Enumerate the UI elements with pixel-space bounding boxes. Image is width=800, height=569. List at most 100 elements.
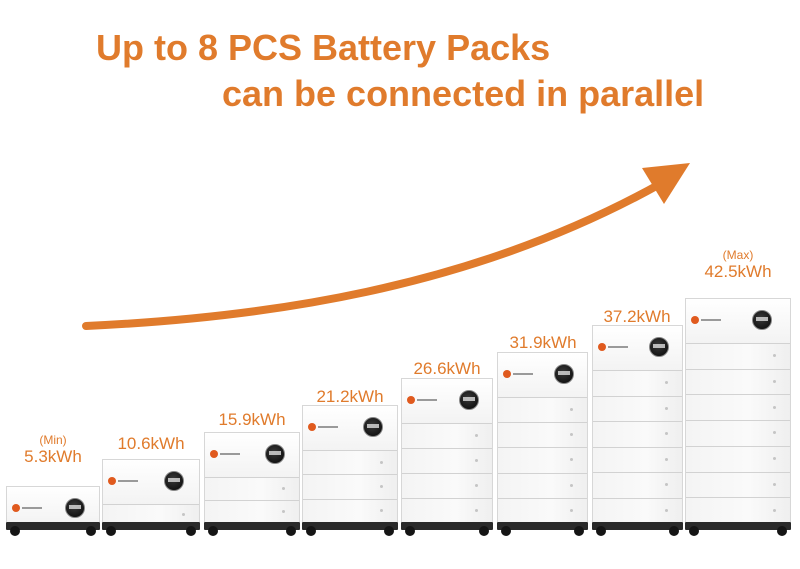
- battery-pack-module: [498, 397, 587, 424]
- handle-dot: [665, 432, 668, 436]
- battery-pack-module: [593, 497, 682, 524]
- handle-dot: [773, 354, 776, 358]
- battery-cabinet: [497, 352, 588, 524]
- battery-pack-module: [686, 445, 790, 473]
- wheeled-base: [685, 522, 791, 530]
- handle-dot: [475, 459, 478, 462]
- unit-caption: 26.6kWh: [387, 359, 507, 379]
- handle-dot: [475, 484, 478, 487]
- brand-logo-icon: [691, 316, 721, 324]
- caster-wheel: [574, 526, 584, 536]
- control-module: [205, 433, 299, 478]
- unit-caption: 10.6kWh: [91, 434, 211, 454]
- handle-dot: [665, 508, 668, 512]
- handle-dot: [773, 457, 776, 461]
- caster-wheel: [186, 526, 196, 536]
- brand-logo-icon: [308, 423, 338, 431]
- battery-tower: [497, 352, 588, 536]
- battery-cabinet: [302, 405, 398, 524]
- capacity-value: 5.3kWh: [24, 447, 82, 466]
- control-module: [498, 353, 587, 398]
- control-module: [686, 299, 790, 344]
- handle-dot: [773, 482, 776, 486]
- handle-dot: [773, 405, 776, 409]
- lcd-display-icon: [362, 417, 383, 437]
- handle-dot: [570, 408, 573, 412]
- battery-pack-module: [402, 448, 492, 474]
- capacity-value: 15.9kWh: [218, 410, 286, 429]
- caster-wheel: [306, 526, 316, 536]
- battery-pack-module: [498, 422, 587, 449]
- battery-pack-module: [402, 498, 492, 524]
- battery-pack-module: [686, 394, 790, 422]
- handle-dot: [773, 379, 776, 383]
- battery-tower: [685, 298, 791, 536]
- wheeled-base: [6, 522, 100, 530]
- handle-dot: [380, 460, 383, 464]
- wheeled-base: [592, 522, 683, 530]
- caster-wheel: [501, 526, 511, 536]
- battery-pack-module: [303, 498, 397, 524]
- battery-tower: [592, 325, 683, 536]
- caster-wheel: [777, 526, 787, 536]
- brand-logo-icon: [108, 477, 138, 485]
- battery-pack-module: [593, 370, 682, 397]
- battery-tower: [102, 459, 200, 536]
- control-module: [593, 326, 682, 371]
- battery-pack-module: [593, 395, 682, 422]
- capacity-value: 10.6kWh: [117, 434, 185, 453]
- handle-dot: [570, 458, 573, 462]
- battery-pack-module: [593, 472, 682, 499]
- unit-caption: 15.9kWh: [192, 410, 312, 430]
- control-module: [103, 460, 199, 505]
- battery-pack-module: [686, 343, 790, 370]
- battery-pack-module: [686, 420, 790, 447]
- handle-dot: [475, 434, 478, 437]
- handle-dot: [570, 433, 573, 437]
- brand-logo-icon: [12, 504, 42, 512]
- caster-wheel: [208, 526, 218, 536]
- brand-logo-icon: [503, 370, 533, 378]
- capacity-value: 31.9kWh: [509, 333, 577, 352]
- control-module: [7, 487, 99, 524]
- wheeled-base: [302, 522, 398, 530]
- battery-pack-module: [686, 368, 790, 396]
- handle-dot: [380, 509, 383, 513]
- battery-pack-module: [686, 497, 790, 524]
- capacity-value: 42.5kWh: [704, 262, 772, 281]
- caster-wheel: [689, 526, 699, 536]
- battery-tower: [302, 405, 398, 536]
- wheeled-base: [102, 522, 200, 530]
- lcd-display-icon: [554, 364, 575, 384]
- brand-logo-icon: [407, 396, 437, 404]
- handle-dot: [773, 431, 776, 435]
- battery-pack-module: [593, 421, 682, 448]
- battery-pack-module: [303, 474, 397, 500]
- battery-pack-module: [686, 471, 790, 499]
- caster-wheel: [479, 526, 489, 536]
- lcd-display-icon: [264, 444, 285, 464]
- control-module: [303, 406, 397, 451]
- control-module: [402, 379, 492, 424]
- handle-dot: [282, 510, 285, 514]
- handle-dot: [570, 483, 573, 487]
- battery-pack-module: [303, 450, 397, 476]
- handle-dot: [570, 508, 573, 512]
- battery-cabinet: [6, 486, 100, 524]
- wheeled-base: [204, 522, 300, 530]
- caster-wheel: [405, 526, 415, 536]
- lcd-display-icon: [65, 498, 86, 518]
- battery-cabinet: [401, 378, 493, 524]
- battery-pack-module: [103, 504, 199, 524]
- handle-dot: [773, 508, 776, 512]
- headline-line-2: can be connected in parallel: [222, 73, 705, 114]
- lcd-display-icon: [649, 337, 670, 357]
- unit-caption: 21.2kWh: [290, 387, 410, 407]
- caster-wheel: [596, 526, 606, 536]
- unit-caption: 37.2kWh: [577, 307, 697, 327]
- handle-dot: [182, 512, 185, 516]
- handle-dot: [665, 483, 668, 487]
- caster-wheel: [86, 526, 96, 536]
- battery-pack-module: [402, 473, 492, 499]
